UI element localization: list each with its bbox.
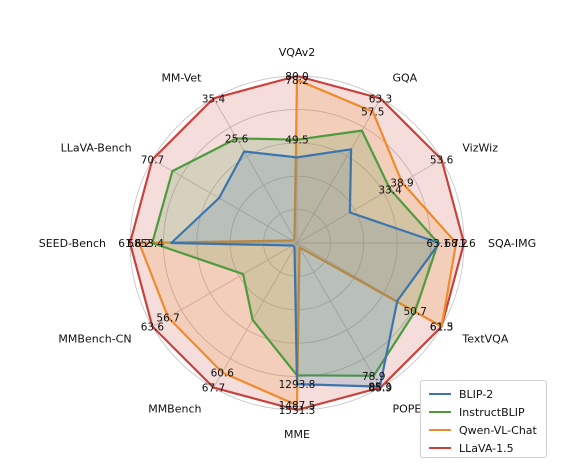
- value-label: 78.2: [285, 75, 308, 87]
- legend-list: BLIP-2 InstructBLIP Qwen-VL-Chat LLaVA-1.5: [421, 385, 546, 457]
- axis-label-textvqa: TextVQA: [461, 333, 508, 346]
- value-label: 1293.8: [279, 379, 316, 391]
- axis-label-mmbench: MMBench: [148, 402, 201, 415]
- axis-label-seed-bench: SEED-Bench: [39, 237, 106, 250]
- axis-label-llava-bench: LLaVA-Bench: [61, 142, 132, 155]
- value-label: 85.9: [369, 383, 392, 395]
- value-label: 78.9: [362, 371, 385, 383]
- series-blip-2-polygon: [170, 148, 441, 388]
- value-label: 56.7: [156, 312, 179, 324]
- value-label: 68.2: [444, 238, 467, 250]
- legend-label: BLIP-2: [459, 387, 494, 401]
- legend-swatch: [429, 447, 451, 449]
- axis-label-gqa: GQA: [393, 72, 418, 85]
- value-label: 58.2: [128, 238, 151, 250]
- value-label: 50.7: [404, 306, 427, 318]
- value-label: 63.1: [426, 238, 449, 250]
- axis-spoke: [152, 159, 298, 244]
- axis-label-sqa-img: SQA-IMG: [488, 237, 536, 250]
- axis-label-pope: POPE: [393, 402, 422, 415]
- legend-label: Qwen-VL-Chat: [459, 423, 537, 437]
- value-label: 61.3: [430, 322, 453, 334]
- axis-label-mme: MME: [284, 428, 310, 441]
- value-label: 61.6: [118, 238, 142, 250]
- value-label: 25.6: [225, 133, 249, 145]
- legend-swatch: [429, 393, 451, 395]
- legend-swatch: [429, 429, 451, 431]
- value-label: 85.3: [368, 382, 391, 394]
- legend: BLIP-2 InstructBLIP Qwen-VL-Chat LLaVA-1.5: [420, 380, 547, 458]
- axis-label-mmbench-cn: MMBench-CN: [58, 333, 131, 346]
- value-label: 67.7: [202, 383, 225, 395]
- axis-spoke: [213, 98, 298, 244]
- legend-item: InstructBLIP: [429, 403, 546, 421]
- value-label: 63.6: [141, 322, 165, 334]
- legend-item: LLaVA-1.5: [429, 439, 546, 457]
- axis-spoke: [152, 242, 298, 327]
- value-label: 1487.5: [279, 400, 316, 412]
- value-label: 63.3: [369, 93, 392, 105]
- legend-label: InstructBLIP: [459, 405, 525, 419]
- value-label: 60.6: [211, 368, 235, 380]
- axis-spoke: [296, 242, 381, 388]
- series-llava-1-5-polygon: [128, 74, 466, 412]
- value-label: 61.5: [430, 322, 453, 334]
- value-label: 53.6: [430, 155, 454, 167]
- value-label: 53.4: [141, 238, 165, 250]
- value-label: 80.0: [285, 71, 308, 83]
- axis-label-vqav2: VQAv2: [279, 46, 316, 59]
- axis-label-mm-vet: MM-Vet: [161, 72, 202, 85]
- value-label: 49.5: [285, 135, 308, 147]
- value-label: 38.9: [390, 177, 413, 189]
- legend-swatch: [429, 411, 451, 413]
- axis-label-vizwiz: VizWiz: [462, 142, 498, 155]
- axis-spoke: [296, 98, 381, 244]
- legend-item: BLIP-2: [429, 385, 546, 403]
- value-label: 1531.3: [279, 405, 316, 417]
- axis-spoke: [213, 242, 298, 388]
- value-label: 70.7: [141, 155, 164, 167]
- value-label: 71.6: [452, 238, 476, 250]
- legend-item: Qwen-VL-Chat: [429, 421, 546, 439]
- value-label: 35.4: [202, 93, 226, 105]
- axis-spoke: [296, 159, 442, 244]
- legend-label: LLaVA-1.5: [459, 441, 514, 455]
- value-label: 33.4: [378, 184, 402, 196]
- value-label: 57.5: [361, 107, 384, 119]
